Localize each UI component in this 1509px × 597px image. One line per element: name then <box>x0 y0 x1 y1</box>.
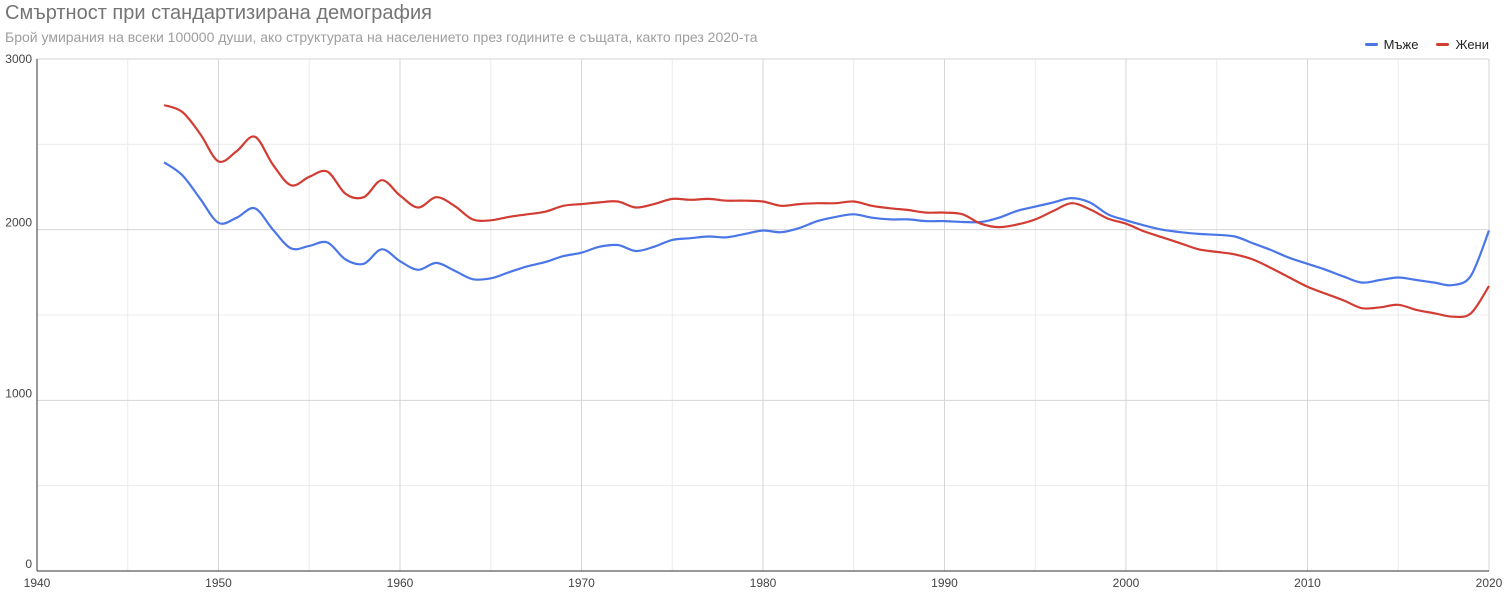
y-tick-label: 3000 <box>5 52 32 66</box>
x-tick-label: 1950 <box>205 576 232 590</box>
chart-title: Смъртност при стандартизирана демография <box>5 2 432 24</box>
legend-item-men[interactable]: Мъже <box>1364 37 1419 52</box>
y-tick-label: 0 <box>25 557 32 571</box>
legend: Мъже Жени <box>1364 37 1489 52</box>
series-line-women <box>163 104 1490 319</box>
series-line-men <box>163 161 1491 287</box>
legend-label-women: Жени <box>1455 37 1489 52</box>
x-tick-label: 1980 <box>750 576 777 590</box>
legend-swatch-women <box>1436 43 1450 46</box>
x-tick-label: 2000 <box>1113 576 1140 590</box>
chart-subtitle: Брой умирания на всеки 100000 души, ако … <box>5 29 758 45</box>
x-tick-label: 1990 <box>931 576 958 590</box>
x-tick-label: 2020 <box>1476 576 1503 590</box>
x-tick-label: 2010 <box>1294 576 1321 590</box>
legend-item-women[interactable]: Жени <box>1436 37 1489 52</box>
y-tick-label: 2000 <box>5 216 32 230</box>
legend-swatch-men <box>1364 43 1378 46</box>
x-tick-label: 1940 <box>24 576 51 590</box>
legend-label-men: Мъже <box>1383 37 1419 52</box>
x-tick-label: 1970 <box>568 576 595 590</box>
x-tick-label: 1960 <box>387 576 414 590</box>
y-tick-label: 1000 <box>5 386 32 400</box>
